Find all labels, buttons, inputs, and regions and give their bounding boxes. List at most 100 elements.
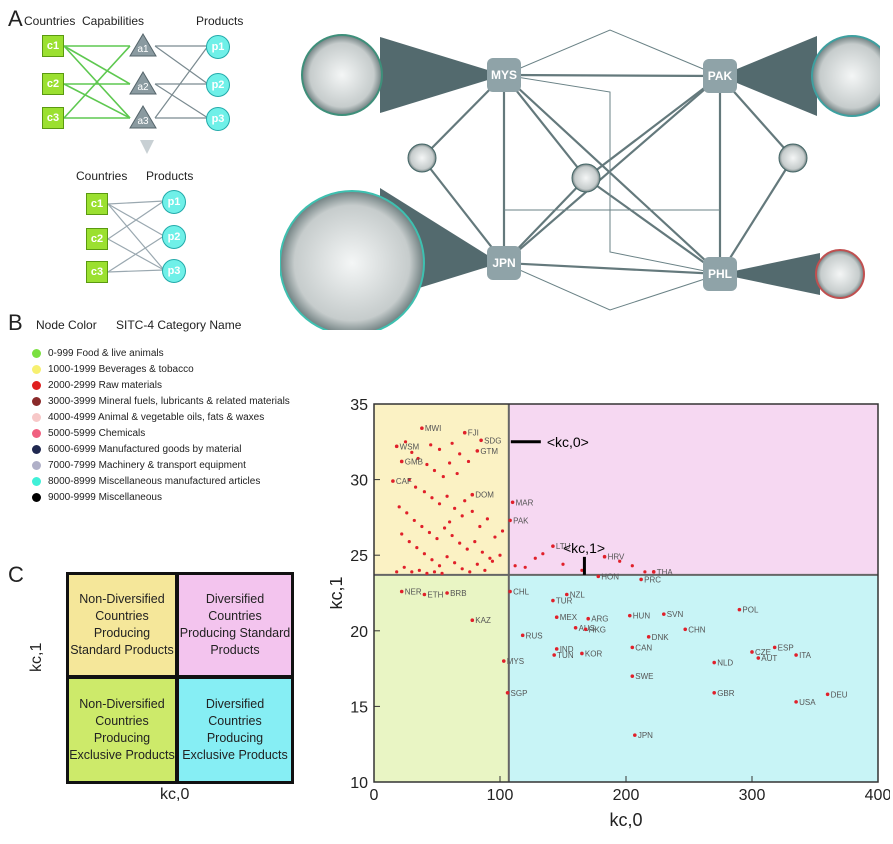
product-node-p2: p2 [206,73,230,97]
scatter-point [508,518,512,523]
quadrant-top-left: Non-Diversified Countries Producing Stan… [69,575,175,675]
scatter-point [580,568,584,572]
scatter-point [523,565,527,569]
panel-a-letter: A [8,6,23,31]
point-label: FJI [468,429,479,438]
country-node-c3: c3 [42,107,64,129]
scatter-point [651,570,656,574]
cluster-ball-pak [811,35,880,117]
scatter-point [445,494,449,498]
x-tick-label: 400 [865,787,890,804]
legend-label: 1000-1999 Beverages & tobacco [48,364,194,375]
panel-a-tripartite-edges [63,45,209,273]
point-label: DEU [831,690,848,699]
scatter-point [394,444,399,449]
legend-dot-icon [32,365,41,374]
scatter-point [630,674,635,678]
country-node-c2-bottom: c2 [86,228,108,250]
legend-label: 8000-8999 Miscellaneous manufactured art… [48,476,261,487]
y-tick-label: 30 [350,473,368,490]
legend-dot-icon [32,461,41,470]
scatter-point [448,461,452,465]
scatter-point [488,556,492,560]
scatter-point [772,645,777,650]
product-node-p2-bottom: p2 [162,225,186,249]
legend-dot-icon [32,429,41,438]
legend-label: 2000-2999 Raw materials [48,380,162,391]
point-label: SGP [511,689,528,698]
point-label: SVN [667,610,684,619]
panel-c-ylabel: kc,1 [28,642,45,672]
cluster-ball-mys [301,34,383,116]
scatter-point [462,430,467,435]
point-label: HRV [608,553,625,562]
scatter-point [580,651,584,656]
cluster-ball-mid-right [778,143,808,173]
scatter-point [453,561,457,565]
point-label: CAN [635,643,652,652]
scatter-point [407,478,411,482]
scatter-point [415,546,419,550]
panel-b-letter: B [8,310,23,335]
scatter-point [498,553,502,557]
scatter-point [458,452,462,456]
country-node-c3-bottom: c3 [86,261,108,283]
scatter-point [397,505,401,509]
scatter-point [417,568,421,572]
scatter-point [455,471,459,476]
point-label: LTU [556,542,571,551]
scatter-point [505,690,510,695]
point-label: CAF [396,477,412,486]
point-label: KOR [585,649,603,658]
y-tick-label: 10 [350,775,368,792]
legend-dot-icon [32,397,41,406]
y-tick-label: 25 [350,548,368,565]
quadrant-top-right: Diversified Countries Producing Standard… [179,575,291,675]
scatter-point [470,618,475,623]
capability-node-a3: a3 [129,105,157,129]
region-bottom-left [374,574,509,782]
x-tick-label: 200 [613,787,640,804]
scatter-point [458,541,462,545]
scatter-point [437,502,442,506]
scatter-point [602,554,607,559]
point-label: JPN [638,731,653,740]
scatter-point [683,627,688,632]
point-label: RUS [526,631,543,640]
scatter-point [712,690,716,695]
scatter-point [475,449,480,453]
scatter-point [410,450,414,454]
scatter-point [420,524,424,529]
scatter-point [445,591,449,595]
scatter-point [475,562,479,566]
scatter-point [437,447,442,451]
scatter-point [508,589,512,594]
point-label: TUN [557,651,574,660]
scatter-point [420,426,424,430]
scatter-point [425,462,429,467]
svg-text:a1: a1 [137,44,149,55]
point-label: NLD [717,659,733,668]
point-label: HKG [589,625,606,634]
scatter-point [450,441,454,445]
panel-a-header-countries: Countries [24,14,76,28]
product-node-p3: p3 [206,107,230,131]
scatter-point [413,485,418,489]
region-top-right [508,404,878,575]
scatter-point [430,496,434,500]
panel-a-bottom-header-products: Products [146,169,194,183]
legend-dot-icon [32,413,41,422]
legend-header-node-color: Node Color [36,318,97,332]
scatter-point [490,559,495,563]
point-label: GTM [480,447,498,456]
panel-a-bottom-header-countries: Countries [76,169,128,183]
scatter-point [430,558,434,562]
scatter-point [412,518,416,523]
point-label: SWE [635,672,653,681]
point-label: SDG [484,436,501,445]
point-label: NZL [570,591,586,600]
scatter-plot: MWI FJI SDG GTM WSM GMB CAF DOM MAR PAK LTU HRV HON T… [330,397,890,830]
scatter-point [756,656,761,660]
scatter-point [473,539,477,544]
legend-label: 7000-7999 Machinery & transport equipmen… [48,460,246,471]
